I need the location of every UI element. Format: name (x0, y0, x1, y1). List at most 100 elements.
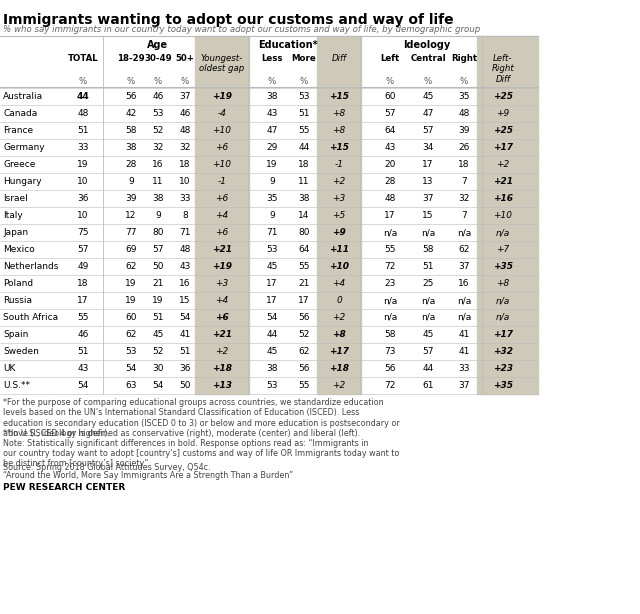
Text: Note: Statistically significant differences in bold. Response options read as: “: Note: Statistically significant differen… (3, 438, 399, 468)
Text: 73: 73 (384, 347, 396, 356)
Text: 9: 9 (269, 211, 275, 220)
Text: 38: 38 (298, 194, 310, 203)
Text: n/a: n/a (457, 228, 471, 237)
Text: 43: 43 (384, 143, 396, 152)
Text: Poland: Poland (3, 279, 33, 288)
Text: -1: -1 (335, 160, 344, 169)
Text: +9: +9 (332, 228, 346, 237)
Text: 20: 20 (384, 160, 396, 169)
Text: +8: +8 (497, 279, 509, 288)
Text: 32: 32 (152, 143, 164, 152)
Bar (477, 36, 538, 394)
Text: 45: 45 (422, 92, 434, 101)
Text: 53: 53 (266, 245, 278, 254)
Text: +35: +35 (493, 262, 513, 271)
Text: +8: +8 (332, 109, 346, 118)
Text: 38: 38 (125, 143, 137, 152)
Text: +23: +23 (493, 364, 513, 373)
Text: 52: 52 (152, 126, 164, 135)
Text: 42: 42 (125, 109, 136, 118)
Bar (317, 36, 361, 394)
Text: 10: 10 (77, 177, 89, 186)
Text: +2: +2 (332, 381, 346, 390)
Text: +8: +8 (332, 126, 346, 135)
Text: 75: 75 (77, 228, 89, 237)
Text: 53: 53 (152, 109, 164, 118)
Text: 56: 56 (125, 92, 137, 101)
Text: +21: +21 (212, 330, 232, 339)
Text: 33: 33 (77, 143, 89, 152)
Text: +4: +4 (216, 296, 228, 305)
Text: 55: 55 (298, 262, 310, 271)
Text: 35: 35 (266, 194, 278, 203)
Text: 34: 34 (422, 143, 434, 152)
Text: n/a: n/a (421, 313, 435, 322)
Text: 19: 19 (266, 160, 278, 169)
Text: +4: +4 (216, 211, 228, 220)
Text: TOTAL: TOTAL (68, 54, 99, 63)
Text: Hungary: Hungary (3, 177, 42, 186)
Text: 33: 33 (458, 364, 470, 373)
Text: +18: +18 (212, 364, 232, 373)
Text: 54: 54 (125, 364, 137, 373)
Text: 53: 53 (125, 347, 137, 356)
Text: 53: 53 (266, 381, 278, 390)
Text: 17: 17 (266, 296, 278, 305)
Text: Japan: Japan (3, 228, 28, 237)
Text: Central: Central (410, 54, 446, 63)
Text: 64: 64 (298, 245, 310, 254)
Text: Left-
Right
Diff: Left- Right Diff (492, 54, 515, 84)
Text: 52: 52 (298, 330, 310, 339)
Text: PEW RESEARCH CENTER: PEW RESEARCH CENTER (3, 483, 125, 491)
Text: 36: 36 (77, 194, 89, 203)
Text: 55: 55 (298, 126, 310, 135)
Text: 16: 16 (458, 279, 470, 288)
Text: 62: 62 (125, 330, 137, 339)
Text: Spain: Spain (3, 330, 28, 339)
Text: 33: 33 (179, 194, 191, 203)
Text: +17: +17 (329, 347, 349, 356)
Text: Source: Spring 2018 Global Attitudes Survey, Q54c.: Source: Spring 2018 Global Attitudes Sur… (3, 462, 211, 472)
Text: 45: 45 (266, 262, 278, 271)
Text: South Africa: South Africa (3, 313, 58, 322)
Text: 80: 80 (298, 228, 310, 237)
Text: 48: 48 (179, 126, 191, 135)
Text: 7: 7 (461, 211, 467, 220)
Text: 17: 17 (298, 296, 310, 305)
Text: 51: 51 (77, 347, 89, 356)
Text: +18: +18 (329, 364, 349, 373)
Text: 21: 21 (298, 279, 310, 288)
Text: 57: 57 (422, 347, 434, 356)
Text: +13: +13 (212, 381, 232, 390)
Text: 57: 57 (384, 109, 396, 118)
Text: +2: +2 (332, 177, 346, 186)
Bar (195, 36, 249, 394)
Text: n/a: n/a (421, 296, 435, 305)
Text: 50: 50 (179, 381, 191, 390)
Text: 23: 23 (384, 279, 396, 288)
Text: 47: 47 (266, 126, 278, 135)
Text: %: % (460, 77, 468, 86)
Text: +2: +2 (216, 347, 228, 356)
Text: n/a: n/a (383, 313, 397, 322)
Text: 62: 62 (125, 262, 137, 271)
Text: +6: +6 (216, 194, 228, 203)
Text: %: % (154, 77, 162, 86)
Text: 51: 51 (152, 313, 164, 322)
Text: 25: 25 (422, 279, 434, 288)
Text: %: % (181, 77, 189, 86)
Text: 29: 29 (266, 143, 278, 152)
Text: -4: -4 (218, 109, 227, 118)
Text: 37: 37 (458, 381, 470, 390)
Text: +16: +16 (493, 194, 513, 203)
Text: +8: +8 (332, 330, 346, 339)
Text: % who say immigrants in our country today want to adopt our customs and way of l: % who say immigrants in our country toda… (3, 25, 480, 34)
Text: Canada: Canada (3, 109, 37, 118)
Text: 55: 55 (384, 245, 396, 254)
Text: 14: 14 (298, 211, 310, 220)
Text: 54: 54 (77, 381, 89, 390)
Text: 45: 45 (266, 347, 278, 356)
Text: 18: 18 (77, 279, 89, 288)
Text: 17: 17 (422, 160, 434, 169)
Text: 44: 44 (77, 92, 90, 101)
